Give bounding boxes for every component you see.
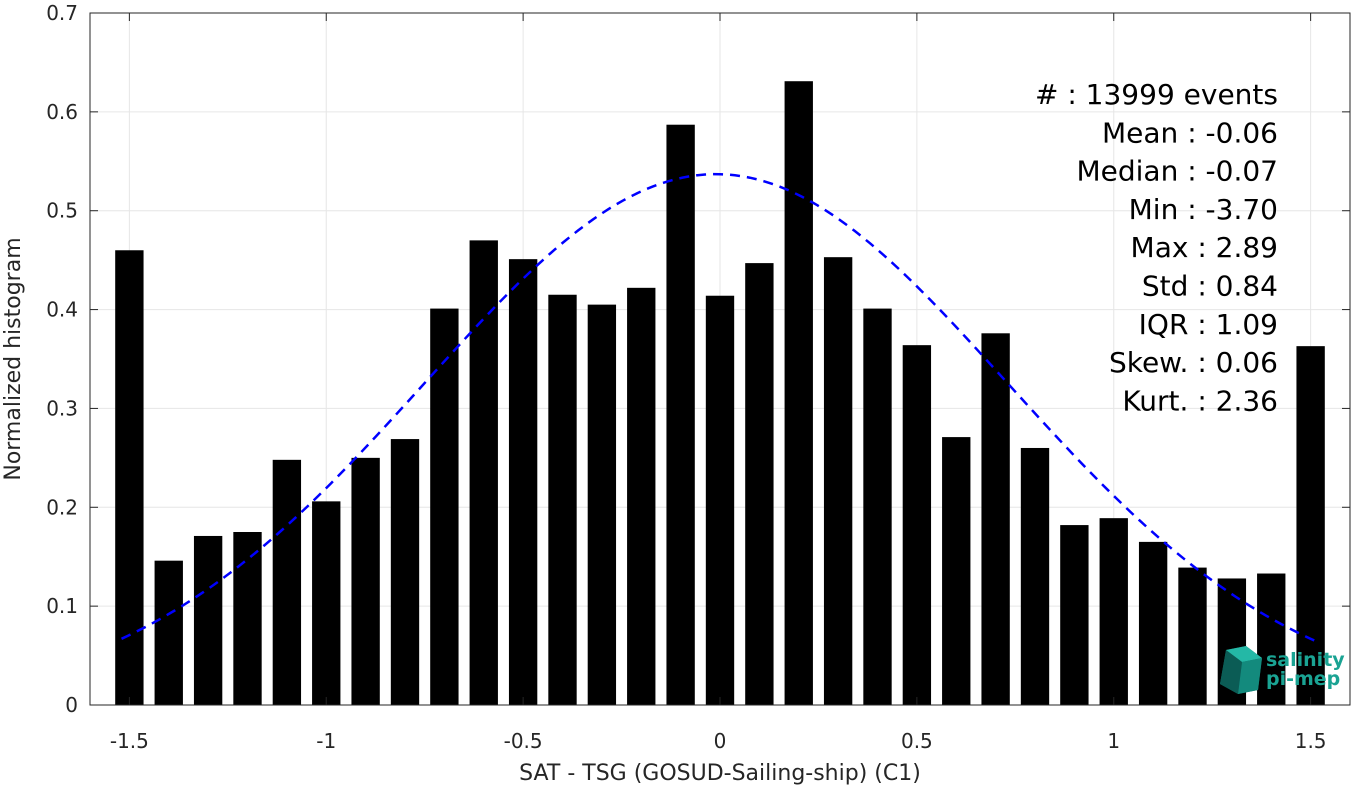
- y-tick-label: 0.5: [46, 199, 78, 223]
- x-axis-label: SAT - TSG (GOSUD-Sailing-ship) (C1): [519, 761, 921, 786]
- x-tick-label: -0.5: [504, 729, 543, 753]
- y-tick-label: 0.3: [46, 396, 78, 420]
- histogram-bar: [430, 308, 459, 705]
- histogram-bar: [784, 81, 813, 705]
- x-tick-label: 0.5: [901, 729, 933, 753]
- x-tick-label: 1.5: [1295, 729, 1327, 753]
- y-tick-label: 0: [65, 693, 78, 717]
- histogram-bar: [233, 532, 262, 705]
- histogram-bar: [823, 257, 853, 705]
- x-tick-label: -1.5: [110, 729, 149, 753]
- histogram-bar: [548, 294, 577, 705]
- histogram-bar: [469, 240, 498, 705]
- histogram-bar: [1296, 346, 1325, 705]
- histogram-bar: [942, 437, 971, 705]
- histogram-bar: [1099, 518, 1128, 705]
- logo-line-2: pi-mep: [1266, 668, 1340, 690]
- histogram-bar: [1060, 525, 1089, 705]
- stat-line: Max : 2.89: [1131, 231, 1278, 264]
- stat-line: Std : 0.84: [1142, 270, 1278, 303]
- y-tick-label: 0.2: [46, 495, 78, 519]
- histogram-bar: [193, 535, 223, 705]
- histogram-bar: [981, 333, 1010, 705]
- histogram-bar: [666, 124, 695, 706]
- x-tick-label: 1: [1107, 729, 1120, 753]
- gaussian-fit-curve: [120, 172, 1320, 644]
- statistics-panel: # : 13999 events Mean : -0.06 Median : -0.…: [1035, 78, 1278, 417]
- stat-line: IQR : 1.09: [1139, 308, 1278, 341]
- histogram-bar: [312, 501, 341, 705]
- y-tick-label: 0.1: [46, 594, 78, 618]
- x-tick-label: -1: [316, 729, 336, 753]
- histogram-bar: [902, 345, 932, 705]
- histogram-bar: [272, 459, 302, 705]
- y-axis-label: Normalized histogram: [1, 237, 26, 480]
- histogram-bar: [745, 263, 774, 705]
- stat-line: Min : -3.70: [1129, 193, 1278, 226]
- histogram-bar: [390, 439, 420, 705]
- histogram-bar: [627, 287, 656, 705]
- histogram-bar: [1138, 541, 1168, 705]
- histogram-bar: [1178, 567, 1207, 705]
- salinity-pi-mep-logo: salinity pi-mep: [1220, 646, 1345, 694]
- histogram-bars: [115, 81, 1325, 706]
- histogram-bar: [351, 457, 380, 705]
- histogram-bar: [863, 308, 892, 705]
- histogram-bar: [705, 295, 735, 705]
- stat-line: Median : -0.07: [1076, 155, 1278, 188]
- histogram-bar: [154, 560, 183, 705]
- gaussian-fit-line: [120, 172, 1320, 644]
- y-axis-ticks: 0 0.1 0.2 0.3 0.4 0.5 0.6 0.7: [46, 1, 1350, 717]
- histogram-bar: [1257, 573, 1286, 705]
- y-tick-label: 0.7: [46, 1, 78, 25]
- cube-icon: [1220, 646, 1262, 694]
- stat-line: Skew. : 0.06: [1109, 346, 1278, 379]
- histogram-bar: [1020, 447, 1050, 705]
- y-tick-label: 0.6: [46, 100, 78, 124]
- stat-line: # : 13999 events: [1035, 78, 1278, 111]
- x-tick-label: 0: [714, 729, 727, 753]
- x-axis-ticks: -1.5 -1 -0.5 0 0.5 1 1.5: [110, 13, 1327, 753]
- y-tick-label: 0.4: [46, 298, 78, 322]
- histogram-bar: [587, 304, 617, 705]
- histogram-bar: [115, 250, 144, 705]
- logo-line-1: salinity: [1266, 649, 1345, 671]
- histogram-bar: [508, 259, 538, 705]
- stat-line: Kurt. : 2.36: [1122, 384, 1278, 417]
- stat-line: Mean : -0.06: [1102, 116, 1278, 149]
